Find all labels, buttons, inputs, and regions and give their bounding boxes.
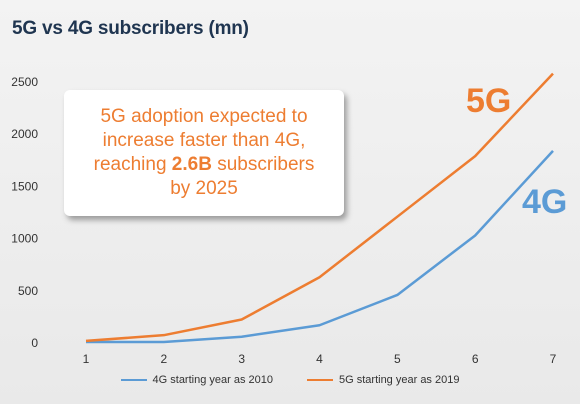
legend: 4G starting year as 2010 5G starting yea… — [0, 374, 580, 386]
y-tick-label: 0 — [31, 336, 38, 350]
legend-item-5g[interactable]: 5G starting year as 2019 — [307, 374, 459, 386]
annotation-line-3-pre: reaching — [93, 154, 172, 175]
x-tick-label: 3 — [238, 352, 245, 366]
series-label-4g: 4G — [522, 183, 568, 221]
x-tick-label: 1 — [83, 352, 90, 366]
annotation-line-3-post: subscribers — [211, 154, 315, 175]
x-tick-label: 5 — [394, 352, 401, 366]
y-tick-label: 2500 — [11, 75, 38, 89]
annotation-line-2: increase faster than 4G, — [102, 130, 306, 151]
x-tick-label: 7 — [550, 352, 557, 366]
y-tick-label: 2000 — [11, 127, 38, 141]
y-tick-label: 500 — [18, 284, 38, 298]
legend-item-4g[interactable]: 4G starting year as 2010 — [120, 374, 273, 386]
x-axis: 1 2 3 4 5 6 7 — [83, 352, 557, 366]
legend-label-5g: 5G starting year as 2019 — [339, 374, 460, 386]
x-tick-label: 6 — [472, 352, 479, 366]
y-tick-label: 1500 — [11, 179, 38, 193]
series-layer — [85, 72, 554, 344]
legend-label-4g: 4G starting year as 2010 — [152, 374, 273, 386]
series-line-4g — [86, 150, 554, 344]
annotation-line-4: by 2025 — [170, 178, 238, 199]
annotation-callout: 5G adoption expected to increase faster … — [64, 90, 344, 216]
annotation-highlight: 2.6B — [171, 154, 212, 175]
series-label-5g: 5G — [466, 82, 512, 120]
annotation-line-3: reaching 2.6B subscribers — [94, 153, 315, 177]
y-axis: 0 500 1000 1500 2000 2500 — [11, 75, 38, 350]
x-tick-label: 2 — [160, 352, 167, 366]
series-line-5g — [85, 72, 554, 343]
x-tick-label: 4 — [316, 352, 323, 366]
chart-title: 5G vs 4G subscribers (mn) — [12, 18, 249, 39]
y-tick-label: 1000 — [11, 232, 38, 246]
legend-swatch-4g — [120, 379, 147, 381]
legend-swatch-5g — [307, 379, 333, 381]
annotation-line-1: 5G adoption expected to — [100, 106, 308, 127]
